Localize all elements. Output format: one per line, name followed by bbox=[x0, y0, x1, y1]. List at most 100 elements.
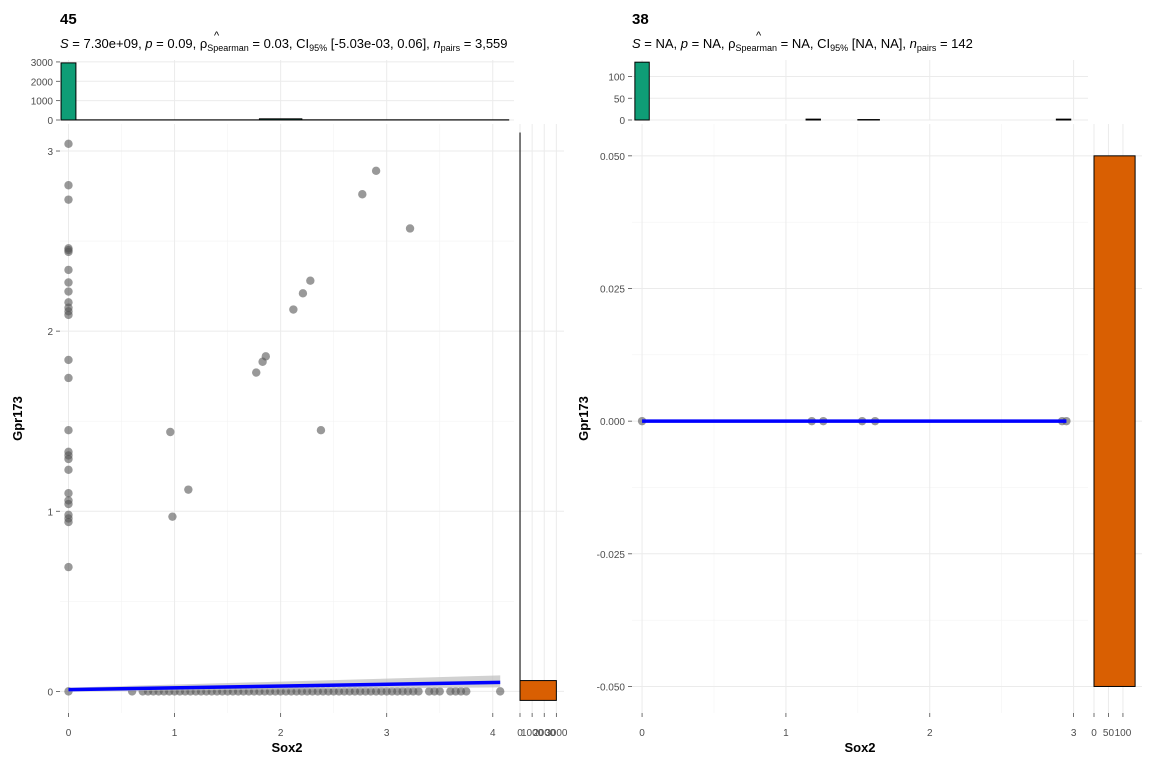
stat-n-sub: pairs bbox=[917, 43, 937, 53]
scatter-point bbox=[262, 352, 270, 360]
scatter-point bbox=[168, 512, 176, 520]
scatter-point bbox=[64, 518, 72, 526]
scatter-point bbox=[64, 455, 72, 463]
stat-s-value: = 7.30e+09, bbox=[69, 36, 146, 51]
stat-s-label: S bbox=[632, 36, 641, 51]
stat-rho-value: = 0.03, CI bbox=[249, 36, 309, 51]
y-tick-label: -0.025 bbox=[597, 550, 626, 561]
x-tick-label: 1 bbox=[172, 728, 178, 739]
x-hist-tick-label: 1000 bbox=[31, 97, 54, 108]
scatter-point bbox=[64, 489, 72, 497]
scatter-point bbox=[289, 305, 297, 313]
x-marginal-histogram: 0 1000 2000 3000 bbox=[31, 58, 514, 127]
stat-ci-value: [NA, NA], bbox=[848, 36, 909, 51]
x-tick-label: 1 bbox=[783, 728, 789, 739]
stat-ci-sub: 95% bbox=[309, 43, 327, 53]
x-hist-tick-label: 0 bbox=[619, 116, 625, 127]
scatter-point bbox=[436, 687, 444, 695]
scatter-point bbox=[496, 687, 504, 695]
stat-p-label: p bbox=[144, 36, 152, 51]
x-tick-label: 0 bbox=[66, 728, 72, 739]
stat-n-value: = 142 bbox=[936, 36, 973, 51]
stat-rho-sub: Spearman bbox=[736, 43, 778, 53]
scatter-point bbox=[64, 181, 72, 189]
panel-title: 45 bbox=[60, 11, 77, 28]
scatter-point bbox=[462, 687, 470, 695]
y-hist-tick-label: 100 bbox=[1115, 728, 1132, 739]
stats-subtitle: S = 7.30e+09, p = 0.09, ρSpearman = 0.03… bbox=[60, 36, 508, 53]
scatter-point bbox=[64, 500, 72, 508]
scatter-points bbox=[64, 140, 504, 696]
y-tick-label: 0.025 bbox=[600, 284, 625, 295]
stat-rho-symbol: ρ bbox=[200, 36, 207, 51]
scatter-point bbox=[64, 266, 72, 274]
x-hist-bar bbox=[635, 62, 649, 120]
y-tick-label: 0.000 bbox=[600, 417, 625, 428]
scatter-point bbox=[166, 428, 174, 436]
y-tick-label: 0 bbox=[47, 687, 53, 698]
stats-subtitle: S = NA, p = NA, ρSpearman = NA, CI95% [N… bbox=[632, 36, 973, 53]
stat-n-sub: pairs bbox=[441, 43, 461, 53]
panel-45: 45 S = 7.30e+09, p = 0.09, ρSpearman = 0.… bbox=[10, 11, 568, 755]
stat-p-value: = 0.09, bbox=[153, 36, 200, 51]
y-tick-label: 1 bbox=[47, 507, 53, 518]
x-hist-bar bbox=[259, 119, 301, 120]
stat-rho-hat: ^ bbox=[214, 30, 220, 42]
stat-s-label: S bbox=[60, 36, 69, 51]
scatter-point bbox=[64, 287, 72, 295]
y-tick-label: 2 bbox=[47, 327, 53, 338]
stat-n-label: n bbox=[433, 36, 440, 51]
x-hist-bar bbox=[1056, 119, 1070, 120]
stat-ci-sub: 95% bbox=[830, 43, 848, 53]
panel-title: 38 bbox=[632, 11, 649, 28]
scatter-point bbox=[184, 485, 192, 493]
scatter-point bbox=[299, 289, 307, 297]
stat-rho-sub: Spearman bbox=[207, 43, 249, 53]
y-hist-bar bbox=[1094, 156, 1135, 687]
x-tick-label: 2 bbox=[278, 728, 284, 739]
scatter-point bbox=[64, 248, 72, 256]
x-hist-tick-label: 50 bbox=[614, 94, 626, 105]
scatter-point bbox=[317, 426, 325, 434]
stat-p-label: p bbox=[680, 36, 688, 51]
y-hist-tick-label: 3000 bbox=[545, 728, 568, 739]
stat-n-value: = 3,559 bbox=[460, 36, 507, 51]
stat-ci-value: [-5.03e-03, 0.06], bbox=[327, 36, 433, 51]
x-axis-title: Sox2 bbox=[271, 740, 302, 755]
scatter-point bbox=[414, 687, 422, 695]
x-axis-title: Sox2 bbox=[844, 740, 875, 755]
x-hist-bar bbox=[806, 119, 820, 120]
scatter-point bbox=[64, 563, 72, 571]
x-tick-label: 2 bbox=[927, 728, 933, 739]
scatter-point bbox=[64, 195, 72, 203]
scatter-point bbox=[64, 426, 72, 434]
scatter-point bbox=[64, 140, 72, 148]
x-hist-tick-label: 0 bbox=[47, 116, 53, 127]
stat-rho-hat: ^ bbox=[756, 30, 762, 42]
x-tick-label: 3 bbox=[384, 728, 390, 739]
main-grid bbox=[56, 124, 514, 717]
y-axis-title: Gpr173 bbox=[10, 396, 25, 441]
stat-rho-symbol: ρ bbox=[728, 36, 735, 51]
x-hist-tick-label: 3000 bbox=[31, 58, 54, 69]
y-tick-label: 0.050 bbox=[600, 152, 625, 163]
stat-p-value: = NA, bbox=[688, 36, 728, 51]
y-hist-bar bbox=[520, 681, 556, 701]
y-tick-label: 3 bbox=[47, 147, 53, 158]
scatter-point bbox=[406, 224, 414, 232]
stat-rho-value: = NA, CI bbox=[777, 36, 830, 51]
scatter-point bbox=[64, 311, 72, 319]
y-tick-label: -0.050 bbox=[597, 682, 626, 693]
x-hist-tick-label: 2000 bbox=[31, 77, 54, 88]
x-tick-label: 0 bbox=[639, 728, 645, 739]
scatter-point bbox=[358, 190, 366, 198]
scatter-point bbox=[372, 167, 380, 175]
panel-38: 38S = NA, p = NA, ρSpearman = NA, CI95% … bbox=[576, 11, 1142, 755]
stat-n-label: n bbox=[910, 36, 917, 51]
x-tick-label: 3 bbox=[1071, 728, 1077, 739]
y-hist-tick-label: 50 bbox=[1103, 728, 1115, 739]
